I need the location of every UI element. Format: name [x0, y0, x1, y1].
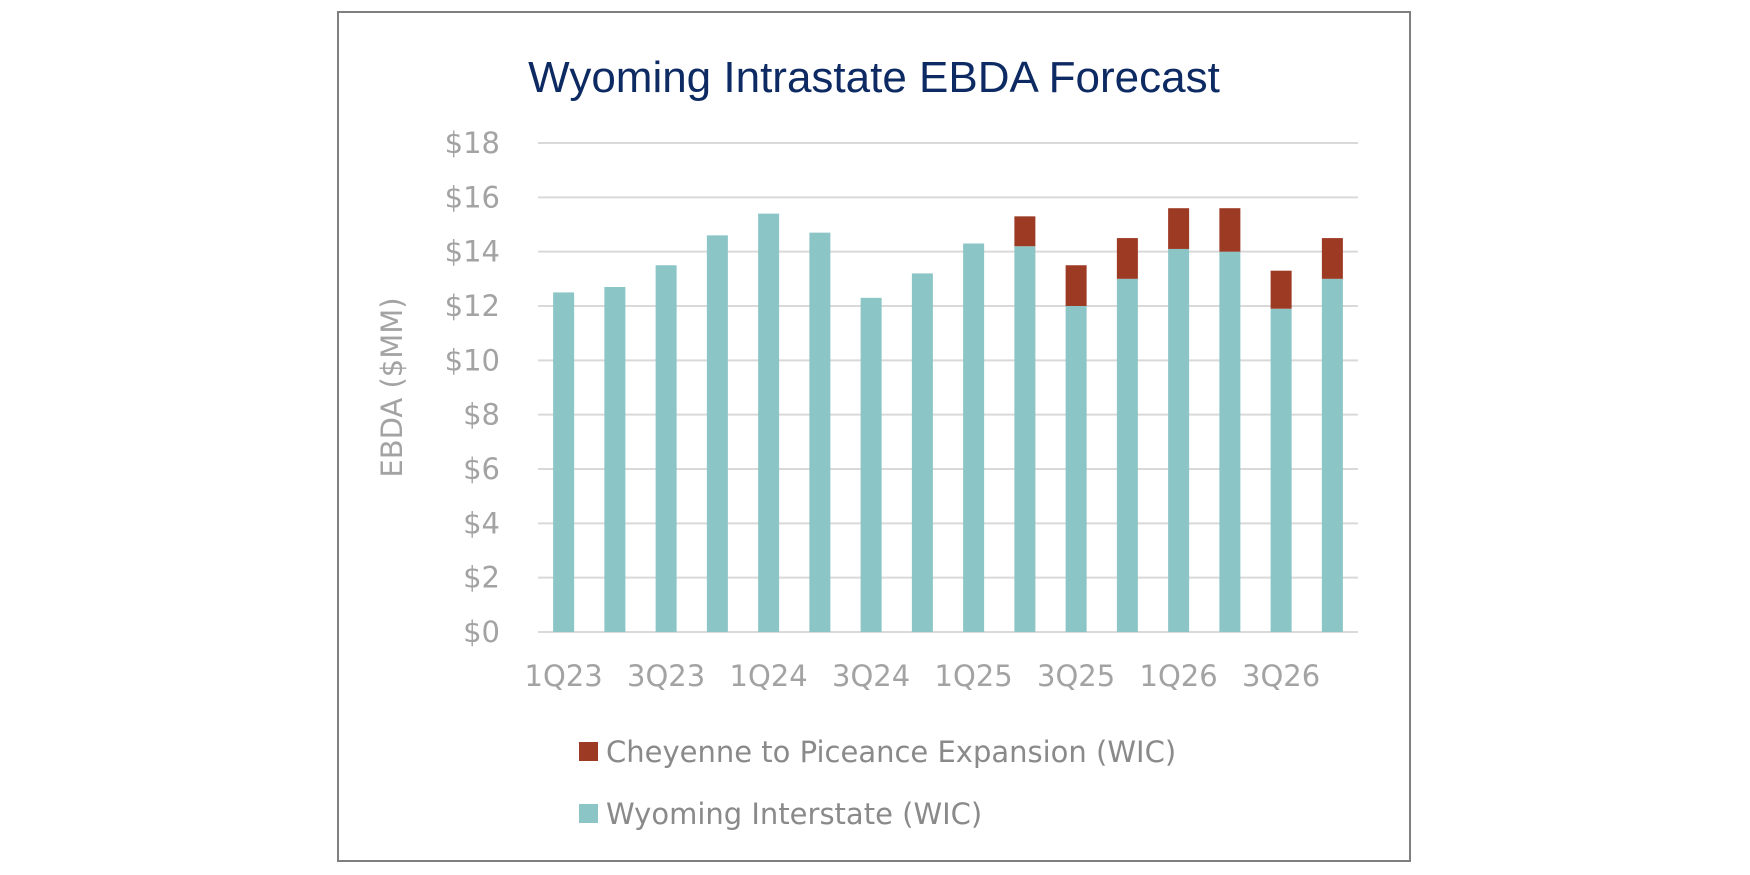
bar-wyoming-interstate — [706, 235, 728, 632]
x-tick-label: 1Q23 — [525, 659, 603, 693]
bar-wyoming-interstate — [1014, 246, 1036, 632]
bar-cheyenne-piceance — [1168, 208, 1190, 249]
y-axis-label: EBDA ($MM) — [375, 297, 409, 477]
y-tick-label: $4 — [463, 506, 500, 540]
chart-title: Wyoming Intrastate EBDA Forecast — [528, 53, 1220, 102]
bar-wyoming-interstate — [911, 273, 933, 632]
bar-wyoming-interstate — [809, 232, 831, 632]
bar-wyoming-interstate — [1116, 278, 1138, 632]
bar-wyoming-interstate — [1219, 251, 1241, 632]
bar-cheyenne-piceance — [1065, 265, 1087, 306]
bar-wyoming-interstate — [1065, 306, 1087, 632]
x-tick-label: 3Q24 — [832, 659, 910, 693]
bar-wyoming-interstate — [604, 286, 626, 632]
bar-cheyenne-piceance — [1321, 238, 1343, 279]
y-tick-label: $8 — [463, 398, 500, 432]
y-tick-label: $16 — [445, 180, 500, 214]
bar-wyoming-interstate — [655, 265, 677, 632]
bar-wyoming-interstate — [860, 297, 882, 632]
bar-wyoming-interstate — [758, 213, 780, 632]
x-tick-label: 1Q24 — [730, 659, 808, 693]
x-tick-label: 3Q23 — [627, 659, 705, 693]
y-tick-label: $0 — [463, 615, 500, 649]
y-tick-label: $2 — [463, 561, 500, 595]
y-tick-label: $6 — [463, 452, 500, 486]
bar-cheyenne-piceance — [1014, 216, 1036, 247]
x-tick-label: 1Q26 — [1140, 659, 1218, 693]
x-tick-label: 1Q25 — [935, 659, 1013, 693]
x-tick-label: 3Q25 — [1037, 659, 1115, 693]
y-tick-label: $12 — [445, 289, 500, 323]
bar-cheyenne-piceance — [1219, 208, 1241, 252]
y-tick-label: $10 — [445, 343, 500, 377]
legend-label: Wyoming Interstate (WIC) — [606, 797, 982, 831]
bar-cheyenne-piceance — [1116, 238, 1138, 279]
bar-wyoming-interstate — [553, 292, 575, 632]
bar-cheyenne-piceance — [1270, 270, 1292, 309]
y-tick-label: $14 — [445, 235, 500, 269]
legend-label: Cheyenne to Piceance Expansion (WIC) — [606, 735, 1176, 769]
bar-wyoming-interstate — [1168, 248, 1190, 632]
legend-swatch — [579, 742, 598, 761]
legend-swatch — [579, 804, 598, 823]
bar-wyoming-interstate — [1270, 308, 1292, 632]
x-tick-label: 3Q26 — [1242, 659, 1320, 693]
bar-wyoming-interstate — [1321, 278, 1343, 632]
bar-wyoming-interstate — [963, 243, 985, 632]
y-tick-label: $18 — [445, 126, 500, 160]
